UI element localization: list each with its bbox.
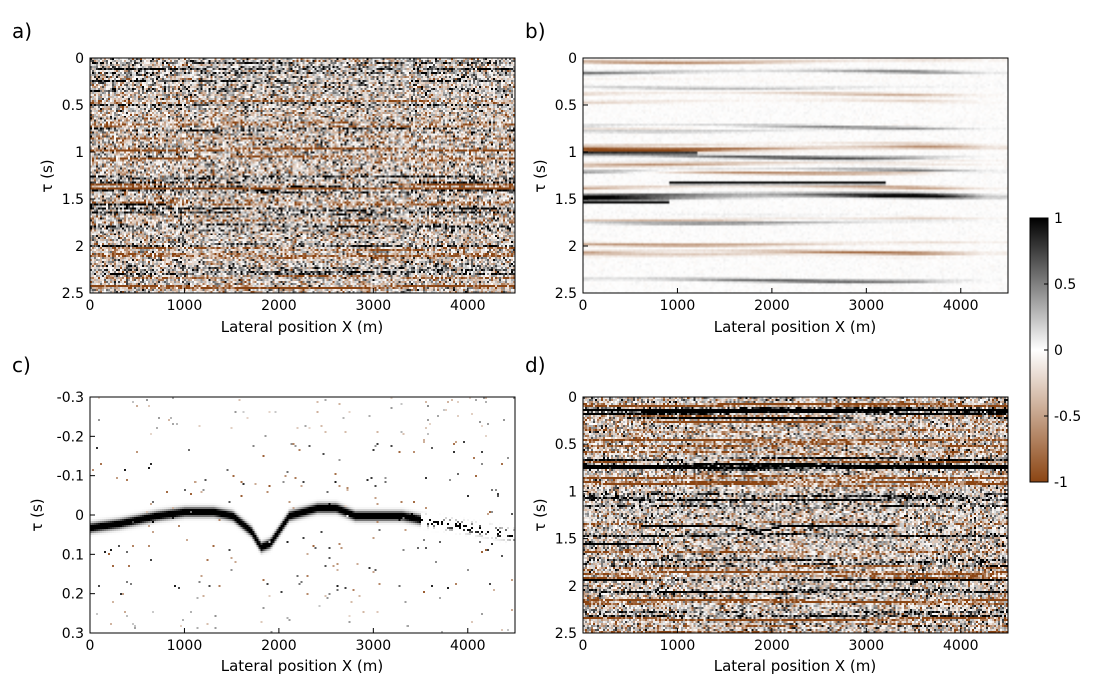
x-tick-label: 2000 [754,298,790,314]
y-tick-label: 1.5 [62,192,84,208]
panel-label-d: d) [525,353,546,377]
y-tick-label: 1 [75,145,84,161]
y-tick-label: 2.5 [555,626,577,642]
y-ticks-d: 0 0.5 1 1.5 2 2.5 [555,390,588,642]
colorbar-tick-label: -1 [1054,475,1068,491]
x-tick-label: 0 [86,638,95,654]
y-tick-label: 0.2 [62,587,84,603]
heatmap-image [90,58,515,293]
y-tick-label: -0.2 [57,429,84,445]
colorbar-tick-label: 1 [1054,211,1063,227]
heatmap-image [90,397,515,633]
heatmap-d [583,397,1008,633]
y-tick-label: -0.3 [57,390,84,406]
y-tick-label: 0.5 [555,437,577,453]
y-tick-label: 1 [568,145,577,161]
panel-label-c: c) [12,353,31,377]
y-ticks-a: 0 0.5 1 1.5 2 2.5 [62,51,95,302]
y-tick-label: 2 [75,239,84,255]
y-tick-label: 0 [568,390,577,406]
x-axis-label-c: Lateral position X (m) [221,657,384,675]
x-tick-label: 1000 [167,638,203,654]
heatmap-a [90,58,515,293]
panel-b: b) 0 1000 2000 3000 4000 0 0.5 1 1.5 2 2.5 Latera… [525,19,1009,336]
x-axis-label-b: Lateral position X (m) [714,318,877,336]
y-ticks-b: 0 0.5 1 1.5 2 2.5 [555,51,588,302]
colorbar-gradient [1030,218,1048,482]
panel-a: a) 0 1000 2000 3000 4000 0 0.5 1 1.5 2 2.5 Latera… [12,19,516,336]
x-tick-label: 0 [579,298,588,314]
colorbar-tick-label: -0.5 [1054,409,1081,425]
y-tick-label: 0 [568,51,577,67]
x-ticks-a: 0 1000 2000 3000 4000 [86,288,486,314]
y-tick-label: -0.1 [57,469,84,485]
x-tick-label: 4000 [450,638,486,654]
x-tick-label: 4000 [450,298,486,314]
x-tick-label: 2000 [261,298,297,314]
y-tick-label: 0 [75,508,84,524]
colorbar: 1 0.5 0 -0.5 -1 [1029,211,1081,491]
y-tick-label: 1.5 [555,532,577,548]
x-ticks-c: 0 1000 2000 3000 4000 [86,628,486,654]
x-tick-label: 3000 [356,298,392,314]
x-axis-label-a: Lateral position X (m) [221,318,384,336]
colorbar-ticks: 1 0.5 0 -0.5 -1 [1044,211,1081,491]
y-tick-label: 0.5 [62,98,84,114]
y-tick-label: 2.5 [555,286,577,302]
panel-label-a: a) [12,19,32,43]
y-axis-label-d: τ (s) [531,498,549,531]
y-axis-label-b: τ (s) [531,159,549,192]
plot-frame-b [582,57,1009,294]
colorbar-tick-label: 0.5 [1054,277,1076,293]
heatmap-image [583,58,1008,293]
x-ticks-b: 0 1000 2000 3000 4000 [579,288,979,314]
y-tick-label: 2 [568,579,577,595]
x-ticks-d: 0 1000 2000 3000 4000 [579,628,979,654]
heatmap-b [583,58,1008,293]
y-axis-label-c: τ (s) [28,498,46,531]
x-tick-label: 1000 [660,298,696,314]
colorbar-tick-label: 0 [1054,343,1063,359]
y-axis-label-a: τ (s) [38,159,56,192]
panel-label-b: b) [525,19,546,43]
x-tick-label: 3000 [356,638,392,654]
plot-frame-d [582,396,1009,634]
heatmap-image [583,397,1008,633]
x-tick-label: 2000 [754,638,790,654]
x-tick-label: 2000 [261,638,297,654]
y-tick-label: 2 [568,239,577,255]
y-ticks-c: -0.3 -0.2 -0.1 0 0.1 0.2 0.3 [57,390,95,642]
panel-c: c) 0 1000 2000 3000 4000 -0.3 -0.2 -0.1 0 0.1 0.2… [12,353,516,675]
panel-d: d) 0 1000 2000 3000 4000 0 0.5 1 1.5 2 2.5 Latera… [525,353,1009,675]
heatmap-c [90,397,515,633]
x-tick-label: 3000 [849,638,885,654]
x-tick-label: 4000 [943,298,979,314]
plot-frame-a [89,57,516,294]
y-tick-label: 1.5 [555,192,577,208]
y-tick-label: 1 [568,484,577,500]
x-tick-label: 4000 [943,638,979,654]
y-tick-label: 2.5 [62,286,84,302]
x-tick-label: 0 [579,638,588,654]
y-tick-label: 0.5 [555,98,577,114]
x-tick-label: 3000 [849,298,885,314]
x-tick-label: 1000 [167,298,203,314]
y-tick-label: 0 [75,51,84,67]
x-tick-label: 1000 [660,638,696,654]
x-tick-label: 0 [86,298,95,314]
y-tick-label: 0.3 [62,626,84,642]
y-tick-label: 0.1 [62,547,84,563]
x-axis-label-d: Lateral position X (m) [714,657,877,675]
